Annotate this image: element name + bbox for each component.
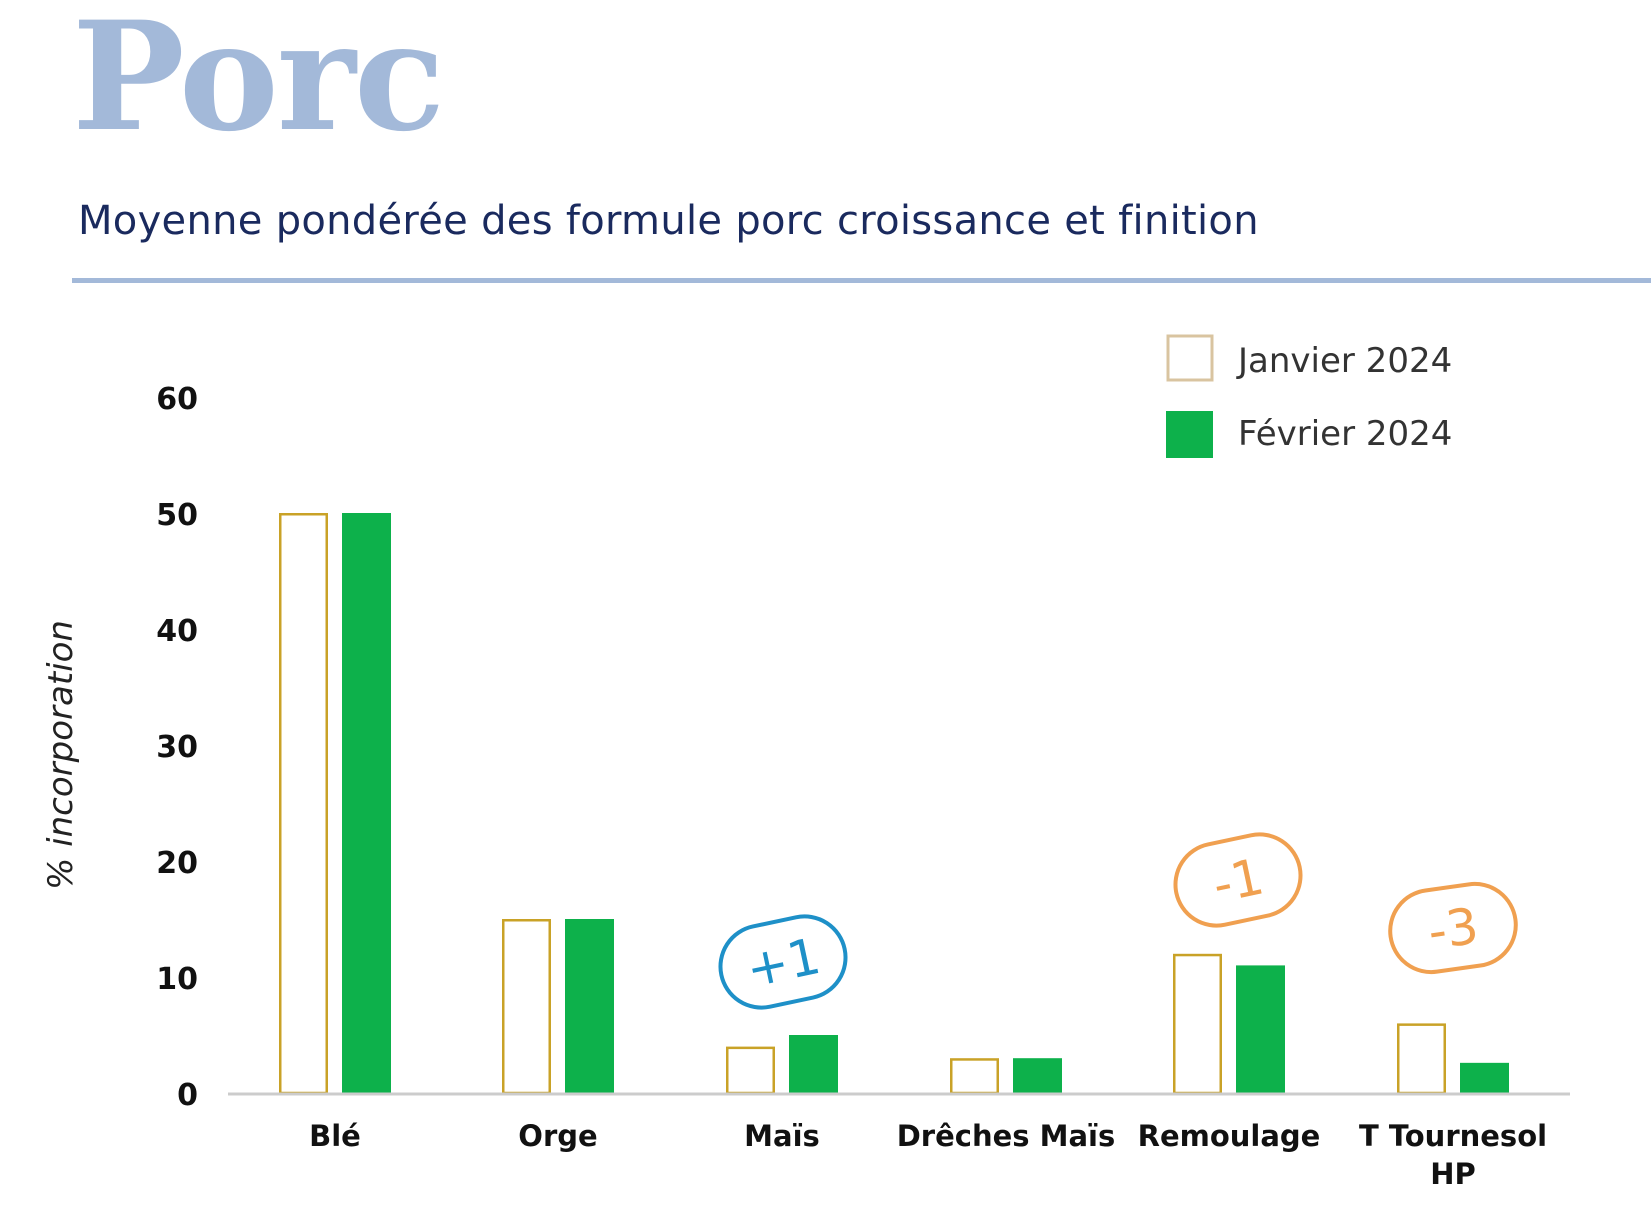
y-tick-label: 20 <box>156 846 198 881</box>
x-tick-label: Blé <box>309 1119 361 1153</box>
legend-label-janvier: Janvier 2024 <box>1236 341 1452 381</box>
x-tick-label: Remoulage <box>1138 1119 1321 1153</box>
page-title: Porc <box>72 0 445 165</box>
badge-outline <box>1173 832 1303 928</box>
x-axis: Blé Orge Maïs Drêches Maïs Remoulage T Tourne… <box>228 1092 1570 1191</box>
x-tick-label: Orge <box>518 1119 597 1153</box>
bar-fevrier-2024 <box>789 1035 838 1093</box>
title-divider <box>72 278 1651 283</box>
badge-outline <box>718 914 848 1010</box>
bar-fevrier-2024 <box>1460 1062 1509 1093</box>
x-tick-label: Drêches Maïs <box>897 1119 1116 1153</box>
change-badge: +1 <box>718 914 848 1010</box>
y-tick-label: 50 <box>156 498 198 533</box>
badge-label: -3 <box>1424 897 1481 961</box>
y-axis: 0 10 20 30 40 50 60 % incorporation <box>41 382 198 1113</box>
legend-swatch-fevrier <box>1166 411 1213 458</box>
legend: Janvier 2024 Février 2024 <box>1166 334 1452 458</box>
change-badge: -1 <box>1173 832 1303 928</box>
bar-janvier-2024 <box>502 919 551 1095</box>
bar-fevrier-2024 <box>565 919 614 1093</box>
y-tick-label: 30 <box>156 730 198 765</box>
bar-janvier-2024 <box>726 1046 775 1095</box>
bar-janvier-2024 <box>950 1058 999 1095</box>
legend-swatch-janvier <box>1166 334 1214 382</box>
legend-label-fevrier: Février 2024 <box>1238 414 1452 454</box>
bars <box>279 513 1509 1095</box>
bar-janvier-2024 <box>279 513 328 1095</box>
badge-outline <box>1388 881 1518 975</box>
page-subtitle: Moyenne pondérée des formule porc croiss… <box>78 198 1259 244</box>
x-tick-label: Maïs <box>744 1119 820 1153</box>
y-tick-label: 60 <box>156 382 198 417</box>
bar-janvier-2024 <box>1397 1023 1446 1095</box>
bar-janvier-2024 <box>1173 953 1222 1095</box>
badge-label: -1 <box>1208 847 1269 914</box>
bar-fevrier-2024 <box>1236 965 1285 1093</box>
annotations: +1 -1 -3 <box>718 832 1518 1010</box>
bar-fevrier-2024 <box>342 513 391 1093</box>
change-badge: -3 <box>1388 881 1518 975</box>
y-axis-title: % incorporation <box>41 620 81 890</box>
y-tick-label: 0 <box>177 1078 198 1113</box>
y-tick-label: 10 <box>156 962 198 997</box>
bar-fevrier-2024 <box>1013 1058 1062 1093</box>
y-tick-label: 40 <box>156 614 198 649</box>
x-tick-label: T Tournesol HP <box>1359 1119 1547 1191</box>
